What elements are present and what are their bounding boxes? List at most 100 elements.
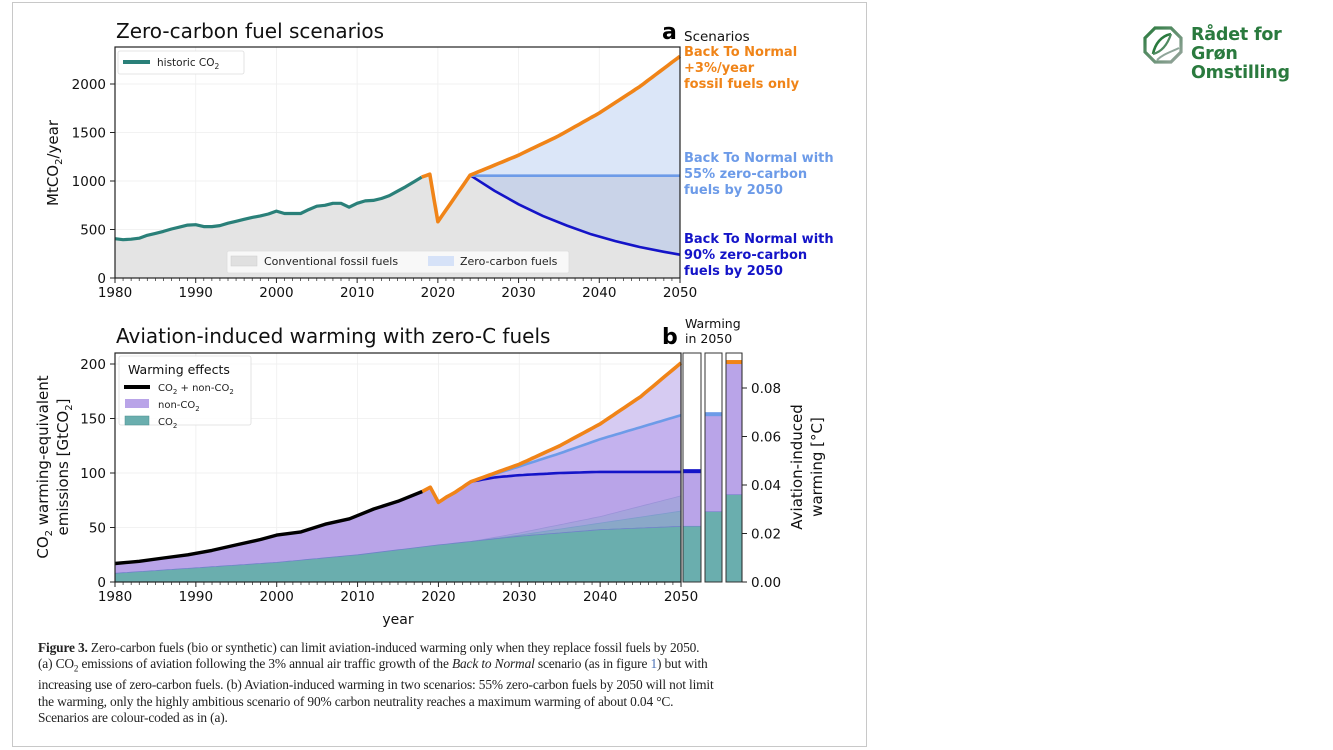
x-tick-label: 2050 bbox=[663, 285, 697, 301]
legend-zero-carbon-swatch bbox=[428, 256, 454, 266]
panel-b-label: b bbox=[662, 325, 678, 350]
line-co2-plus-non-co2 bbox=[114, 489, 423, 566]
line-back-to-normal-3pct bbox=[421, 54, 682, 224]
caption-line-3: increasing use of zero-carbon fuels. (b)… bbox=[38, 677, 714, 693]
right-y-tick-label: 0.06 bbox=[751, 430, 781, 446]
legend-fuels: Conventional fossil fuels Zero-carbon fu… bbox=[226, 250, 570, 274]
x-tick-label: 2010 bbox=[340, 589, 374, 605]
panel-a-lines bbox=[114, 54, 682, 256]
caption-line-1: Figure 3. Zero-carbon fuels (bio or synt… bbox=[38, 640, 858, 656]
x-tick-label: 1990 bbox=[179, 589, 213, 605]
scenario-label-line: Back To Normal with bbox=[684, 151, 834, 166]
caption-sub: 2 bbox=[73, 664, 79, 675]
warming-bar-3 bbox=[725, 352, 743, 583]
panel-a-areas bbox=[115, 56, 680, 278]
panel-a-chart: Zero-carbon fuel scenarios a Scenarios 1… bbox=[44, 19, 834, 301]
bar-total-marker bbox=[705, 412, 722, 417]
right-y-tick-label: 0.08 bbox=[751, 381, 781, 397]
panel-a-label: a bbox=[662, 20, 677, 45]
caption-line-5: Scenarios are colour-coded as in (a). bbox=[38, 710, 228, 726]
bar-total-marker bbox=[683, 469, 701, 474]
area-zero-carbon-55 bbox=[470, 56, 680, 176]
line-total-90 bbox=[470, 470, 681, 483]
logo-text: Rådet for Grøn Omstilling bbox=[1191, 26, 1290, 83]
legend-co2-swatch bbox=[124, 415, 150, 426]
x-tick-label: 2020 bbox=[421, 589, 455, 605]
caption-line-2: (a) CO2 emissions of aviation following … bbox=[38, 656, 858, 677]
panel-b-ylabel: CO2 warming-equivalent bbox=[34, 375, 55, 558]
y-tick-label: 0 bbox=[97, 575, 106, 591]
warming-2050-bars bbox=[682, 352, 743, 583]
bar-non-co2 bbox=[726, 362, 742, 495]
panel-b-lines bbox=[114, 361, 683, 566]
logo-line-2: Grøn bbox=[1191, 44, 1238, 64]
line-90-zero-carbon bbox=[469, 174, 681, 256]
inset-header-line2: in 2050 bbox=[685, 331, 732, 346]
x-tick-label: 2040 bbox=[582, 285, 616, 301]
bar-outline bbox=[682, 352, 702, 583]
y-tick-label: 500 bbox=[80, 223, 106, 239]
line-total-3pct bbox=[421, 361, 683, 505]
y-tick-label: 200 bbox=[80, 357, 106, 373]
y-tick-label: 150 bbox=[80, 412, 106, 428]
scenario-label-line: fossil fuels only bbox=[684, 77, 800, 92]
area-zero-carbon-90 bbox=[470, 175, 680, 255]
bar-non-co2 bbox=[705, 414, 722, 512]
panel-b-xlabel: year bbox=[382, 612, 413, 628]
x-tick-label: 2040 bbox=[583, 589, 617, 605]
x-tick-label: 1990 bbox=[179, 285, 213, 301]
scenario-label-line: Back To Normal bbox=[684, 45, 797, 60]
y-tick-label: 1000 bbox=[72, 174, 106, 190]
bar-total-marker bbox=[726, 360, 742, 365]
scenario-label-line: fuels by 2050 bbox=[684, 264, 783, 279]
leaf-globe-icon bbox=[1143, 26, 1183, 64]
x-tick-label: 2020 bbox=[421, 285, 455, 301]
legend-non-co2-swatch bbox=[125, 399, 149, 408]
line-historic-co2 bbox=[114, 175, 423, 242]
caption-italic: Back to Normal bbox=[451, 656, 535, 672]
x-tick-label: 2010 bbox=[340, 285, 374, 301]
x-tick-label: 2030 bbox=[501, 285, 535, 301]
legend-co2-label: CO2 bbox=[158, 417, 177, 430]
y-tick-label: 50 bbox=[89, 521, 106, 537]
x-tick-label: 2000 bbox=[260, 589, 294, 605]
x-tick-label: 2000 bbox=[259, 285, 293, 301]
y-tick-label: 2000 bbox=[72, 77, 106, 93]
caption-text-2d: ) but with bbox=[657, 656, 708, 672]
scenario-label-line: +3%/year bbox=[684, 61, 755, 76]
legend-historic: historic CO2 bbox=[117, 50, 245, 75]
scenario-label-line: 55% zero-carbon bbox=[684, 167, 807, 182]
figure-charts: Zero-carbon fuel scenarios a Scenarios 1… bbox=[34, 19, 834, 628]
panel-b-ticks: 1980 1990 2000 2010 2020 2030 2040 2050 0 50 100 15… bbox=[80, 353, 781, 605]
area-non-co2-90 bbox=[115, 471, 681, 574]
panel-a-ticks: 1980 1990 2000 2010 2020 2030 2040 2050 0 500 1000… bbox=[72, 77, 698, 301]
figure-1-link[interactable]: 1 bbox=[650, 656, 657, 672]
bar-co2 bbox=[682, 525, 702, 583]
legend-warming-title: Warming effects bbox=[128, 362, 230, 377]
panel-b-chart: Aviation-induced warming with zero-C fue… bbox=[34, 316, 826, 628]
organization-logo[interactable]: Rådet for Grøn Omstilling bbox=[1143, 26, 1290, 83]
x-tick-label: 2050 bbox=[664, 589, 698, 605]
panel-a-ylabel: MtCO2/year bbox=[44, 119, 65, 206]
right-y-tick-label: 0.02 bbox=[751, 527, 781, 543]
x-tick-label: 1980 bbox=[98, 589, 132, 605]
inset-header-line1: Warming bbox=[685, 316, 741, 331]
right-y-tick-label: 0.04 bbox=[751, 478, 781, 494]
scenario-label-line: 90% zero-carbon bbox=[684, 248, 807, 263]
panel-b-ylabel-line2: emissions [GtCO2] bbox=[54, 399, 75, 536]
bar-co2 bbox=[725, 494, 743, 583]
warming-bar-2 bbox=[704, 352, 723, 583]
bar-co2 bbox=[704, 511, 723, 583]
caption-text-2c: scenario (as in figure bbox=[534, 656, 651, 672]
caption-figure-label: Figure 3. bbox=[38, 640, 88, 655]
caption-text-2a: (a) CO bbox=[38, 656, 74, 672]
scenarios-header: Scenarios bbox=[684, 29, 750, 45]
legend-fossil-label: Conventional fossil fuels bbox=[264, 255, 398, 268]
panel-b-right-ylabel-line1: Aviation-induced bbox=[788, 404, 806, 529]
logo-line-1: Rådet for bbox=[1191, 25, 1282, 45]
bar-non-co2 bbox=[683, 471, 701, 527]
caption-text-2b: emissions of aviation following the 3% a… bbox=[78, 656, 452, 672]
